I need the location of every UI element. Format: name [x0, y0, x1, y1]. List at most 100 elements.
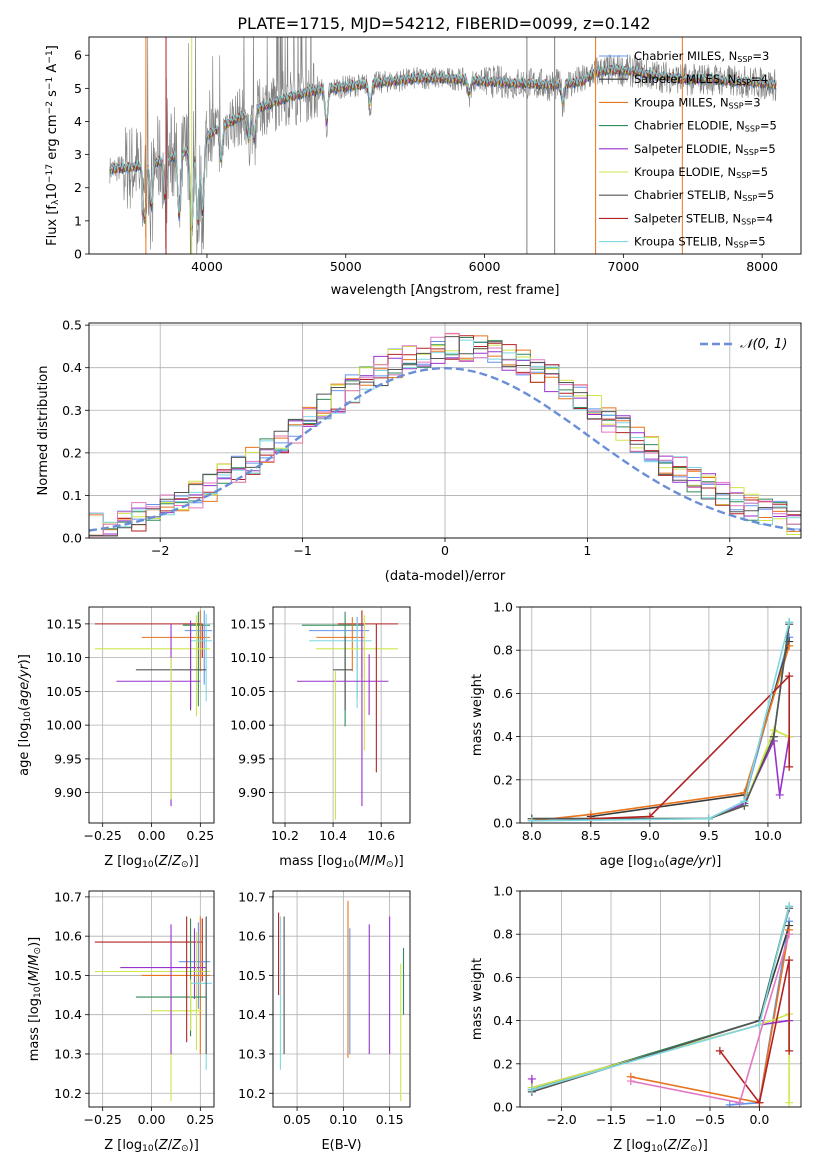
y-tick-label: 0.2: [493, 1056, 513, 1071]
y-tick-label: 10.15: [230, 616, 266, 631]
y-tick-label: 2: [74, 180, 82, 195]
y-axis-label: age [log10(age/yr)]: [17, 654, 33, 776]
y-tick-label: 10.10: [230, 650, 266, 665]
histogram-series-8: [89, 332, 801, 536]
chart-panels: 4000 5000 6000 7000 8000 0 1 2 3 4 5 6 wavelength [A…: [17, 36, 802, 1154]
y-tick-label: 10.3: [238, 1046, 266, 1061]
x-tick-label: 10.6: [367, 828, 395, 843]
chart-age_vs_mass: 10.2 10.4 10.6 9.90 9.95 10.00 10.05 10.10 10.15…: [230, 606, 411, 870]
legend-entry: Kroupa ELODIE, NSSP=5: [634, 165, 768, 180]
legend-entry: Salpeter STELIB, NSSP=4: [634, 211, 773, 226]
y-tick-label: 0.8: [493, 927, 513, 942]
x-axis-label: Z [log10(Z/Z⊙)]: [613, 1138, 708, 1154]
weight-marker: [740, 797, 749, 806]
x-tick-label: 0.15: [376, 1112, 404, 1127]
weight-marker: [785, 1098, 794, 1107]
legend-entry: Chabrier MILES, NSSP=3: [634, 49, 769, 64]
y-tick-label: 4: [74, 114, 82, 129]
y-axis-label: mass weight: [470, 674, 485, 756]
weight-marker: [715, 1046, 724, 1055]
weight-marker: [785, 956, 794, 965]
observed-spectrum: [109, 37, 777, 254]
plot-area: [527, 618, 794, 823]
y-tick-label: 10.00: [46, 718, 82, 733]
y-tick-label: 10.05: [230, 684, 266, 699]
x-axis-label: (data-model)/error: [385, 569, 506, 584]
plot-area: [89, 332, 801, 537]
x-tick-label: 10.4: [319, 828, 347, 843]
histogram-series-4: [89, 351, 801, 535]
y-axis-label: mass [log10(M/M⊙)]: [27, 937, 43, 1061]
y-tick-label: 10.5: [54, 968, 82, 983]
x-axis-label: Z [log10(Z/Z⊙)]: [104, 1138, 199, 1154]
y-tick-label: 10.2: [238, 1086, 266, 1101]
weight-series-8: [719, 959, 790, 1105]
axes-frame: [88, 606, 215, 824]
figure-title: PLATE=1715, MJD=54212, FIBERID=0099, z=0…: [237, 14, 650, 33]
y-tick-label: 0.4: [493, 1013, 513, 1028]
axes-frame: [88, 890, 215, 1108]
y-tick-label: 0.6: [493, 686, 513, 701]
x-tick-label: 10.2: [271, 828, 299, 843]
y-axis-label: mass weight: [470, 958, 485, 1040]
x-tick-label: 1: [583, 543, 591, 558]
y-tick-label: 0.3: [62, 403, 82, 418]
y-tick-label: 0.4: [62, 360, 82, 375]
weight-marker: [586, 814, 595, 823]
y-tick-label: 0.2: [62, 445, 82, 460]
y-tick-label: 3: [74, 147, 82, 162]
chart-mass_vs_EBV: 0.05 0.10 0.15 10.2 10.3 10.4 10.5 10.6 10.7 E(B-…: [238, 889, 411, 1153]
y-tick-label: 0.5: [62, 318, 82, 333]
y-tick-label: 10.4: [54, 1007, 82, 1022]
x-tick-label: 0.05: [283, 1112, 311, 1127]
weight-marker: [527, 1074, 536, 1083]
plot-area: [278, 900, 405, 1102]
y-tick-label: 10.05: [46, 684, 82, 699]
plot-area: [297, 610, 398, 820]
x-tick-label: 0.10: [329, 1112, 357, 1127]
y-tick-label: 10.10: [46, 650, 82, 665]
y-tick-label: 10.5: [238, 968, 266, 983]
axes-frame: [272, 890, 411, 1108]
legend-entry: Kroupa STELIB, NSSP=5: [634, 235, 766, 250]
x-tick-label: 0.25: [186, 1112, 214, 1127]
legend-entry: Salpeter ELODIE, NSSP=5: [634, 142, 776, 157]
y-tick-label: 0.4: [493, 729, 513, 744]
normal-curve: [89, 366, 801, 532]
chart-age_vs_Z: −0.25 0.00 0.25 9.90 9.95 10.00 10.05 10.10 10.1…: [17, 606, 215, 870]
x-axis-label: age [log10(age/yr)]: [600, 854, 722, 870]
x-tick-label: 6000: [469, 259, 501, 274]
x-tick-label: 10.0: [754, 828, 782, 843]
axes-frame: [519, 890, 802, 1108]
x-tick-label: −0.25: [84, 828, 122, 843]
y-tick-label: 0.6: [493, 970, 513, 985]
x-tick-label: 0: [441, 543, 449, 558]
x-tick-label: 2: [726, 543, 734, 558]
legend-entry: Chabrier STELIB, NSSP=5: [634, 188, 774, 203]
plot-area: [94, 916, 213, 1102]
y-tick-label: 10.00: [230, 718, 266, 733]
weight-marker: [626, 1077, 635, 1086]
axes-frame: [272, 606, 411, 824]
weight-marker: [704, 814, 713, 823]
y-tick-label: 0: [74, 247, 82, 262]
legend: Chabrier MILES, NSSP=3 Salpeter MILES, NS…: [599, 49, 777, 250]
y-tick-label: 9.95: [238, 751, 266, 766]
x-tick-label: 8.5: [581, 828, 601, 843]
x-tick-label: 0.00: [138, 828, 166, 843]
chart-mass_vs_Z: −0.25 0.00 0.25 10.2 10.3 10.4 10.5 10.6 10.7 Z […: [27, 889, 215, 1154]
y-tick-label: 1: [74, 213, 82, 228]
y-tick-label: 10.6: [54, 929, 82, 944]
x-tick-label: −0.5: [695, 1112, 725, 1127]
y-tick-label: 10.4: [238, 1007, 266, 1022]
weight-marker: [785, 618, 794, 627]
chart-residuals: −2 −1 0 1 2 0.0 0.1 0.2 0.3 0.4 0.5 (data-model)/er…: [36, 318, 802, 584]
x-tick-label: −2.0: [546, 1112, 576, 1127]
axes-frame: [88, 36, 802, 255]
model-spectrum-9: [109, 63, 777, 228]
weight-series-7: [531, 624, 790, 820]
x-tick-label: 0.0: [749, 1112, 769, 1127]
y-tick-label: 0.1: [62, 488, 82, 503]
x-tick-label: −2: [151, 543, 169, 558]
